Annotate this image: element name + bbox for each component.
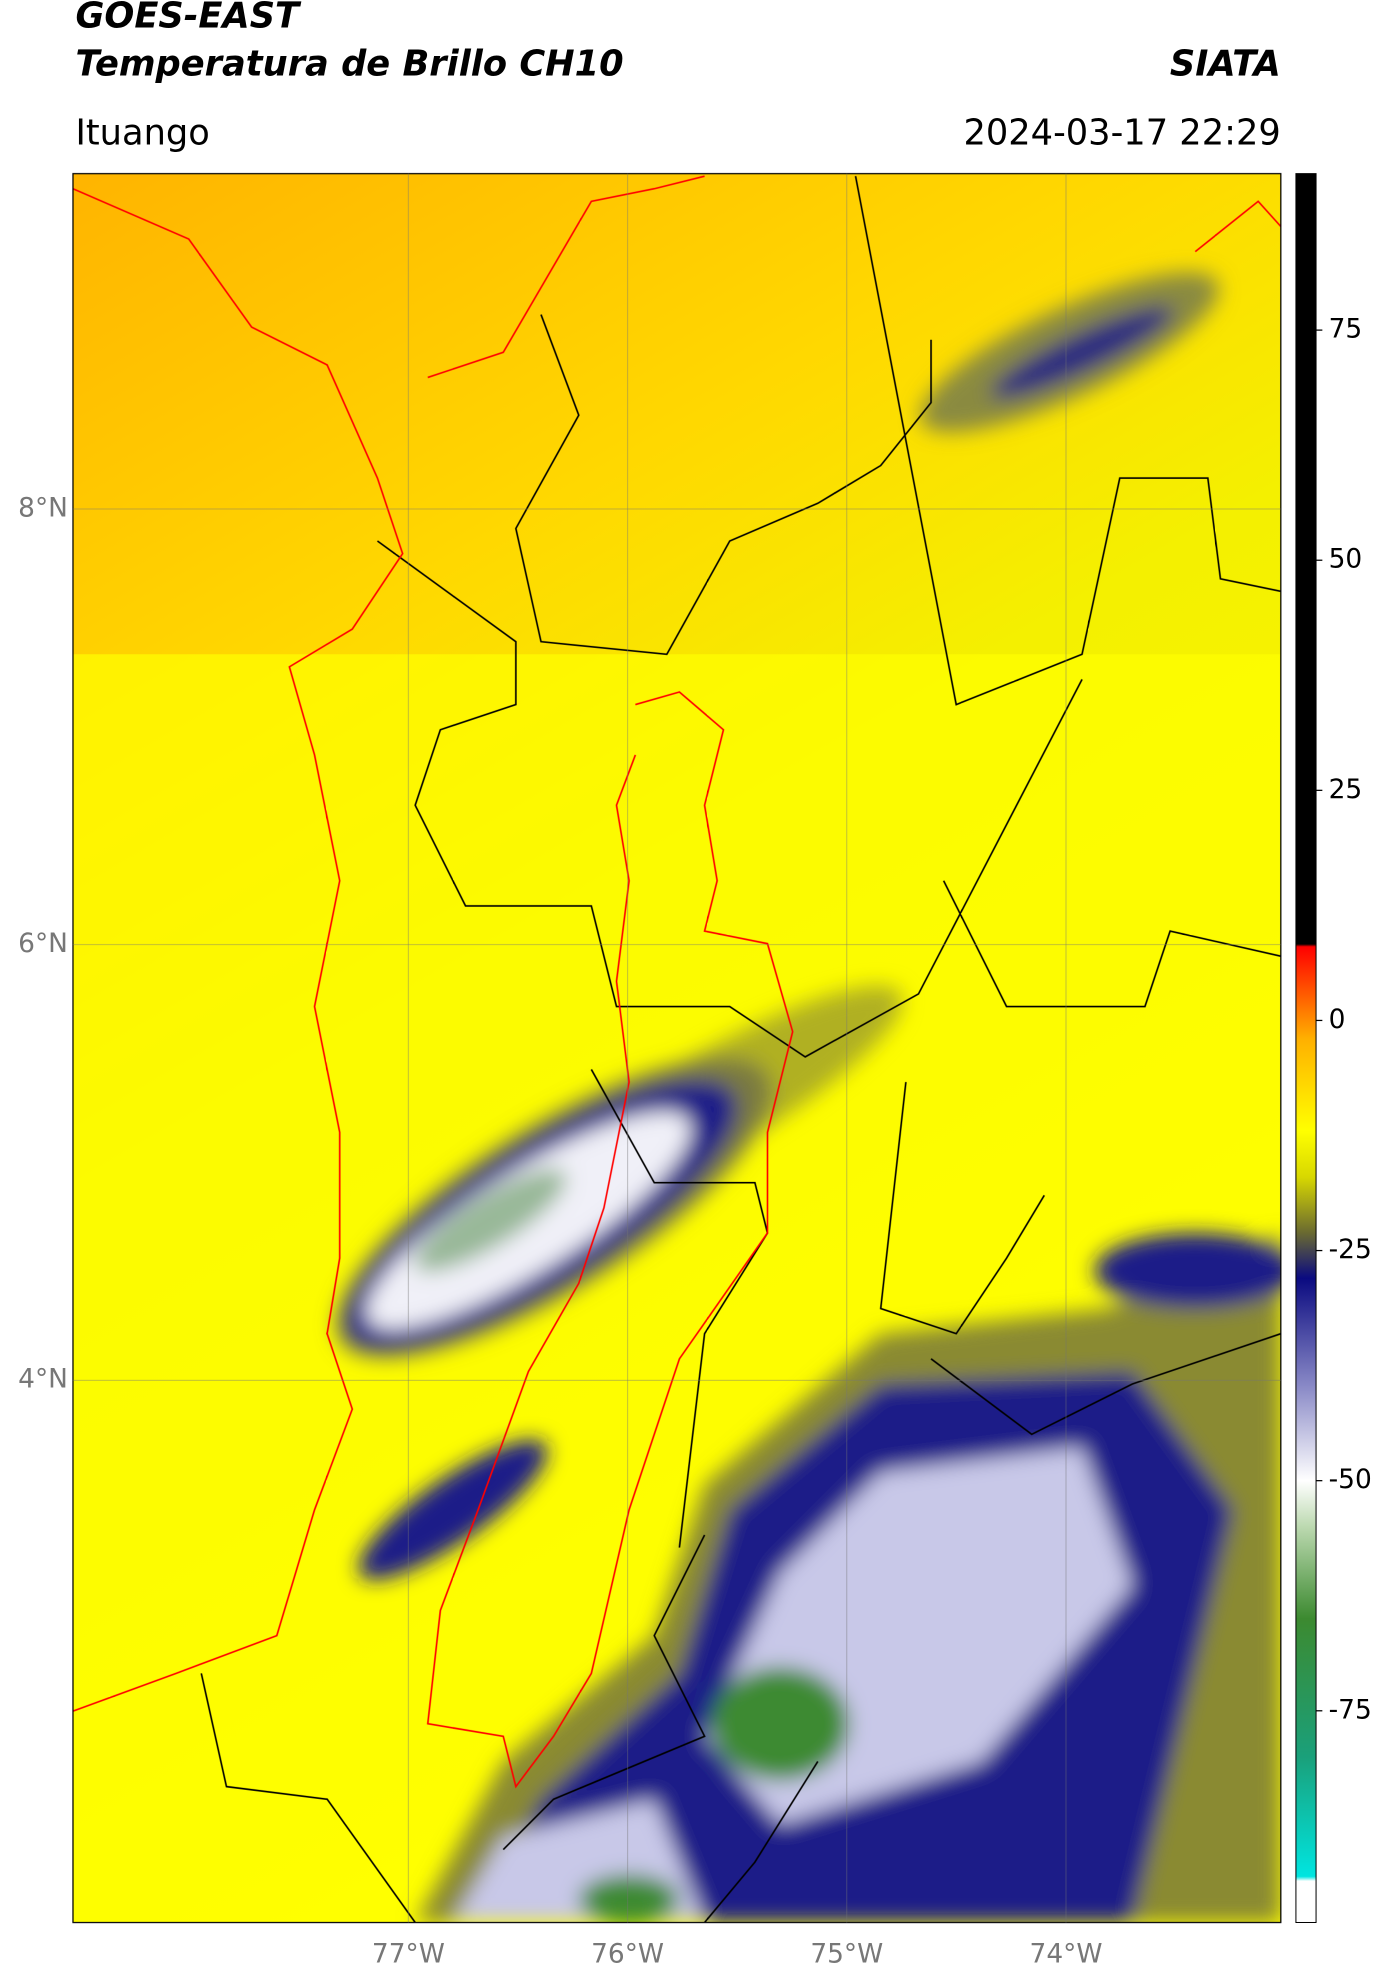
source: SIATA	[1170, 43, 1281, 84]
coastline	[72, 175, 1281, 1712]
colorbar-tick-label: -50	[1329, 1464, 1372, 1495]
y-tick-label: 6°N	[18, 928, 68, 959]
timestamp: 2024-03-17 22:29	[963, 113, 1280, 154]
y-tick-label: 4°N	[18, 1364, 68, 1395]
region: Ituango	[75, 113, 209, 154]
grid: 77°W 76°W 75°W 74°W 4°N 6°N 8°N	[18, 173, 1281, 1970]
title: GOES-EAST	[75, 0, 302, 37]
colorbar-tick-label: 50	[1329, 544, 1363, 575]
y-tick-label: 8°N	[18, 493, 68, 524]
satellite-image	[72, 173, 1281, 1923]
colorbar-tick-label: 25	[1329, 774, 1363, 805]
map-frame	[72, 172, 1282, 1924]
clouds	[335, 272, 1281, 1923]
colorbar-tick-label: -75	[1329, 1694, 1372, 1725]
subtitle: Temperatura de Brillo CH10	[75, 43, 623, 84]
x-tick-label: 77°W	[372, 1939, 445, 1970]
x-tick-label: 74°W	[1030, 1939, 1103, 1970]
borders	[200, 175, 1281, 1923]
colorbar: 75 50 25 0 -25 -50 -75	[1295, 173, 1372, 1923]
colorbar-tick-label: -25	[1329, 1234, 1372, 1265]
colorbar-tick-label: 75	[1329, 314, 1363, 345]
colorbar-tick-label: 0	[1329, 1004, 1346, 1035]
colorbar-scale	[1295, 173, 1317, 1923]
x-tick-label: 76°W	[591, 1939, 664, 1970]
basin-outline	[426, 691, 794, 1789]
x-tick-label: 75°W	[810, 1939, 883, 1970]
